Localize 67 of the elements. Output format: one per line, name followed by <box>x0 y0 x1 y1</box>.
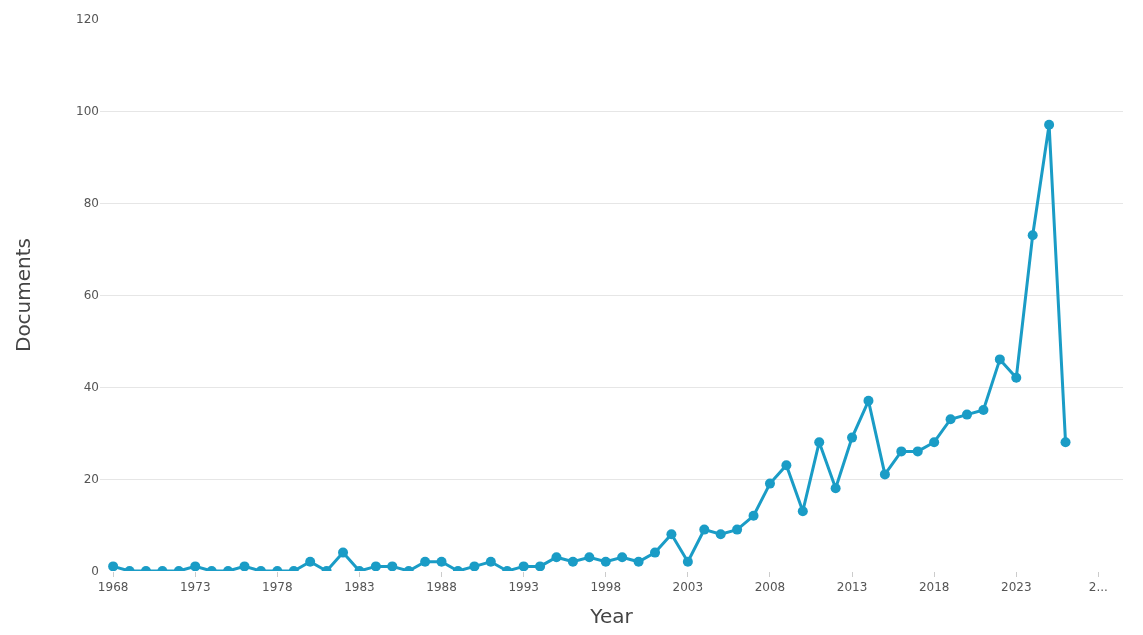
x-tick-label: 1983 <box>344 580 375 595</box>
point <box>863 395 874 406</box>
x-tick-label: 1973 <box>179 580 211 595</box>
x-tick-label: 1968 <box>97 580 129 595</box>
point <box>715 529 726 540</box>
point <box>305 556 316 567</box>
point <box>929 437 940 448</box>
point <box>617 552 628 563</box>
point <box>633 556 644 567</box>
point <box>847 432 858 443</box>
y-tick-label: 0 <box>91 564 99 579</box>
point <box>1044 119 1055 130</box>
x-tick-label: 1978 <box>262 580 293 595</box>
point <box>748 510 759 521</box>
point <box>830 483 841 494</box>
point <box>994 354 1005 365</box>
point <box>764 478 775 489</box>
point <box>469 561 480 571</box>
point <box>584 552 595 563</box>
x-axis-title: Year <box>589 603 634 628</box>
x-tick-label: 2023 <box>1001 580 1032 595</box>
point <box>436 556 447 567</box>
point <box>978 405 989 415</box>
point <box>535 561 546 571</box>
point <box>600 556 611 567</box>
point <box>190 561 201 571</box>
point <box>1060 437 1071 448</box>
point <box>650 547 661 558</box>
x-tick-label: 2018 <box>918 580 950 595</box>
x-tick-label: 1993 <box>508 580 539 595</box>
y-tick-label: 20 <box>83 472 99 487</box>
point <box>781 460 792 471</box>
point <box>896 446 907 457</box>
point <box>518 561 529 571</box>
x-tick-label: 2... <box>1088 580 1108 595</box>
x-tick-label: 2008 <box>754 580 786 595</box>
point <box>551 552 562 563</box>
y-tick-label: 100 <box>76 104 99 119</box>
point <box>879 469 890 480</box>
x-tick-label: 1998 <box>590 580 622 595</box>
y-axis-title: Documents <box>10 237 35 353</box>
point <box>338 547 349 558</box>
point <box>912 446 923 457</box>
y-tick-label: 40 <box>83 380 99 395</box>
point <box>666 529 677 540</box>
point <box>797 506 808 517</box>
x-tick-label: 2003 <box>672 580 704 595</box>
point <box>1011 372 1022 383</box>
point <box>945 414 956 425</box>
point <box>962 409 972 420</box>
point <box>239 561 250 571</box>
point <box>485 556 496 567</box>
point <box>420 556 431 567</box>
point <box>370 561 381 571</box>
point <box>1027 230 1038 241</box>
point <box>567 556 578 567</box>
point <box>682 556 693 567</box>
point <box>387 561 398 571</box>
x-tick-label: 1988 <box>426 580 457 595</box>
point <box>814 437 825 448</box>
point <box>732 524 743 535</box>
point <box>108 561 119 571</box>
y-tick-label: 60 <box>83 288 99 303</box>
x-tick-label: 2013 <box>836 580 868 595</box>
point <box>699 524 710 535</box>
y-tick-label: 120 <box>76 12 99 27</box>
y-tick-label: 80 <box>83 196 99 211</box>
